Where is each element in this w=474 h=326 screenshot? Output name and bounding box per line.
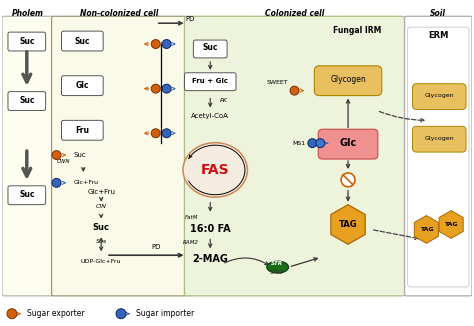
Text: MS1: MS1	[292, 141, 305, 146]
Text: Sus: Sus	[96, 239, 107, 244]
FancyBboxPatch shape	[301, 42, 405, 288]
Text: Glc+Fru: Glc+Fru	[87, 189, 115, 195]
FancyBboxPatch shape	[8, 32, 46, 51]
Text: Suc: Suc	[73, 152, 86, 158]
Text: Pholem: Pholem	[12, 9, 44, 18]
Polygon shape	[331, 205, 365, 244]
Text: Fru: Fru	[75, 126, 89, 135]
Text: 16:0 FA: 16:0 FA	[190, 224, 230, 234]
FancyBboxPatch shape	[8, 186, 46, 205]
Text: PD: PD	[186, 16, 195, 22]
Text: Fungal IRM: Fungal IRM	[333, 26, 381, 35]
Ellipse shape	[267, 261, 289, 273]
FancyBboxPatch shape	[405, 16, 472, 296]
Text: PD: PD	[151, 244, 160, 250]
Text: 2-MAG: 2-MAG	[192, 254, 228, 264]
Text: Suc: Suc	[93, 223, 109, 232]
Text: Soil: Soil	[430, 9, 446, 18]
FancyBboxPatch shape	[412, 84, 466, 110]
Text: FatM: FatM	[185, 215, 198, 220]
Text: ERM: ERM	[428, 31, 448, 40]
FancyBboxPatch shape	[184, 73, 236, 91]
Ellipse shape	[183, 143, 247, 197]
FancyBboxPatch shape	[184, 16, 405, 296]
Text: STR: STR	[271, 261, 283, 266]
FancyBboxPatch shape	[2, 16, 54, 296]
FancyBboxPatch shape	[314, 66, 382, 96]
Circle shape	[308, 139, 317, 148]
Circle shape	[116, 309, 126, 319]
Text: CIN: CIN	[96, 204, 107, 209]
Text: PK: PK	[220, 98, 228, 103]
Circle shape	[52, 151, 61, 159]
Text: FAS: FAS	[201, 163, 229, 177]
Text: Suc: Suc	[19, 96, 35, 105]
Text: CWN: CWN	[57, 158, 70, 164]
Text: UDP-Glc+Fru: UDP-Glc+Fru	[81, 259, 121, 264]
Circle shape	[52, 178, 61, 187]
Text: Acetyl-CoA: Acetyl-CoA	[191, 113, 229, 119]
FancyBboxPatch shape	[408, 27, 469, 287]
Circle shape	[162, 39, 171, 49]
Text: Glycogen: Glycogen	[424, 93, 454, 98]
FancyBboxPatch shape	[52, 16, 186, 296]
Text: Fru + Glc: Fru + Glc	[192, 78, 228, 84]
FancyBboxPatch shape	[62, 31, 103, 51]
FancyBboxPatch shape	[193, 40, 227, 58]
Text: Suc: Suc	[202, 43, 218, 52]
Text: Glc: Glc	[339, 138, 356, 148]
Text: Suc: Suc	[19, 190, 35, 199]
Text: Colonized cell: Colonized cell	[265, 9, 324, 18]
Text: Non-colonized cell: Non-colonized cell	[80, 9, 158, 18]
FancyBboxPatch shape	[62, 76, 103, 96]
Circle shape	[290, 86, 299, 95]
Circle shape	[341, 173, 355, 187]
Text: SWEET: SWEET	[267, 80, 289, 85]
Circle shape	[316, 139, 325, 148]
Text: Sugar exporter: Sugar exporter	[27, 309, 84, 318]
Text: STR2: STR2	[270, 270, 284, 274]
FancyBboxPatch shape	[319, 129, 378, 159]
Text: Glc: Glc	[75, 81, 89, 90]
Circle shape	[7, 309, 17, 319]
Circle shape	[151, 129, 160, 138]
Text: Suc: Suc	[74, 37, 90, 46]
Circle shape	[162, 84, 171, 93]
FancyBboxPatch shape	[412, 126, 466, 152]
Text: TAG: TAG	[444, 222, 458, 227]
Text: Glc+Fru: Glc+Fru	[73, 180, 99, 185]
Circle shape	[151, 39, 160, 49]
Text: TAG: TAG	[419, 227, 433, 232]
FancyBboxPatch shape	[8, 92, 46, 111]
FancyBboxPatch shape	[62, 120, 103, 140]
Text: Suc: Suc	[19, 37, 35, 46]
Text: Glycogen: Glycogen	[330, 75, 366, 84]
Circle shape	[162, 129, 171, 138]
Circle shape	[151, 84, 160, 93]
Text: TAG: TAG	[339, 220, 357, 229]
Text: Glycogen: Glycogen	[424, 136, 454, 141]
Polygon shape	[439, 211, 463, 238]
Polygon shape	[414, 215, 438, 243]
Text: Sugar importer: Sugar importer	[136, 309, 194, 318]
Text: RAM2: RAM2	[182, 240, 198, 245]
